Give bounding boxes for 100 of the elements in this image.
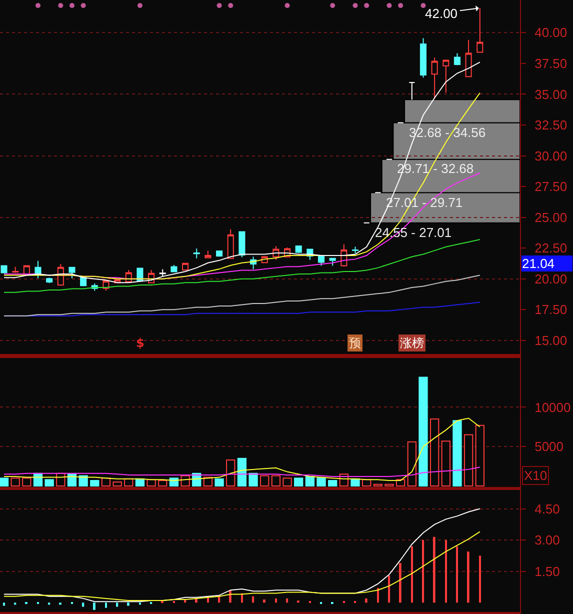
bar	[316, 478, 326, 486]
candlestick	[193, 248, 200, 259]
bar	[180, 475, 190, 486]
y-tick-label: 17.50	[534, 302, 568, 318]
y-tick-label: 25.00	[534, 210, 568, 225]
candlestick	[0, 264, 8, 274]
candlestick	[159, 268, 166, 278]
line-series	[4, 238, 480, 293]
y-tick-label: 32.50	[534, 118, 568, 133]
y-tick-label: 27.50	[534, 179, 568, 194]
bar	[112, 482, 122, 486]
bar	[82, 602, 84, 607]
bar	[411, 546, 413, 603]
annotation: 涨榜	[400, 336, 424, 350]
bar	[271, 475, 281, 486]
bar	[467, 552, 470, 603]
y-tick-label: 35.00	[534, 86, 568, 102]
y-tick-label: 20.00	[534, 271, 568, 286]
candlestick	[318, 255, 325, 266]
candlestick	[442, 59, 450, 94]
bar	[116, 602, 118, 607]
y-tick-label: 37.50	[534, 56, 568, 71]
bar	[433, 536, 436, 603]
candlestick	[465, 39, 472, 78]
bar	[399, 562, 402, 603]
candlestick	[420, 38, 427, 78]
bar	[275, 598, 277, 603]
annotation: 预	[349, 336, 361, 350]
bar	[452, 420, 462, 486]
annotation: $	[136, 336, 144, 350]
y-tick-label: 5000	[534, 439, 564, 454]
bar	[456, 546, 458, 603]
bar	[464, 434, 474, 486]
candlestick	[46, 277, 53, 284]
bar	[377, 588, 379, 603]
bar	[78, 475, 88, 486]
bar	[226, 459, 236, 486]
candlestick	[295, 245, 302, 254]
candlestick	[352, 246, 359, 254]
candlestick	[12, 266, 19, 274]
bar	[44, 479, 54, 486]
bar	[445, 540, 447, 603]
bar	[328, 480, 338, 486]
y-tick-label: 10000	[534, 400, 571, 415]
bar	[388, 576, 390, 603]
y-tick-label: 4.50	[534, 501, 560, 516]
bar	[248, 472, 258, 486]
bar	[350, 478, 360, 486]
candlestick	[408, 82, 416, 100]
candlestick	[227, 228, 234, 259]
bar	[407, 441, 416, 486]
bar	[3, 602, 5, 606]
y-tick-label: 1.50	[534, 564, 560, 579]
line-series	[4, 274, 480, 316]
candlestick	[476, 8, 484, 53]
line-series	[4, 418, 480, 481]
bar	[10, 478, 20, 486]
bar	[282, 478, 292, 486]
bar	[101, 478, 111, 486]
bar	[252, 596, 254, 603]
candlestick	[182, 262, 189, 271]
annotation: 42.00	[425, 6, 458, 21]
bar	[105, 602, 107, 608]
bar	[441, 440, 450, 486]
bar	[430, 418, 440, 486]
y-tick-label: 3.00	[534, 532, 560, 548]
bar	[146, 479, 156, 486]
candlestick	[68, 266, 76, 279]
candlestick	[431, 57, 438, 99]
candlestick	[204, 250, 212, 258]
y-tick-label: 22.50	[534, 240, 568, 256]
text: 21.04	[522, 256, 555, 271]
bar	[365, 598, 368, 603]
bar	[422, 540, 424, 603]
bar	[418, 376, 428, 486]
text: X10	[524, 468, 548, 483]
bar	[90, 480, 100, 486]
bar	[286, 598, 288, 603]
bar	[305, 476, 315, 486]
bar	[93, 602, 96, 610]
bar	[214, 478, 224, 486]
bar	[237, 458, 247, 486]
bar	[294, 478, 304, 486]
candlestick	[238, 230, 246, 258]
candlestick	[170, 264, 178, 273]
y-tick-label: 30.00	[534, 148, 568, 164]
line-series	[4, 531, 480, 602]
candlestick	[329, 257, 336, 266]
bar	[0, 478, 9, 486]
line-series	[4, 466, 480, 478]
bar	[158, 480, 168, 486]
bar	[22, 478, 32, 486]
bar	[260, 475, 270, 486]
candlestick	[454, 52, 460, 66]
bar	[479, 556, 481, 603]
bar	[263, 599, 266, 603]
y-tick-label: 40.00	[534, 25, 568, 40]
candlestick	[216, 250, 223, 258]
y-tick-label: 15.00	[534, 333, 568, 348]
bar	[475, 424, 484, 486]
